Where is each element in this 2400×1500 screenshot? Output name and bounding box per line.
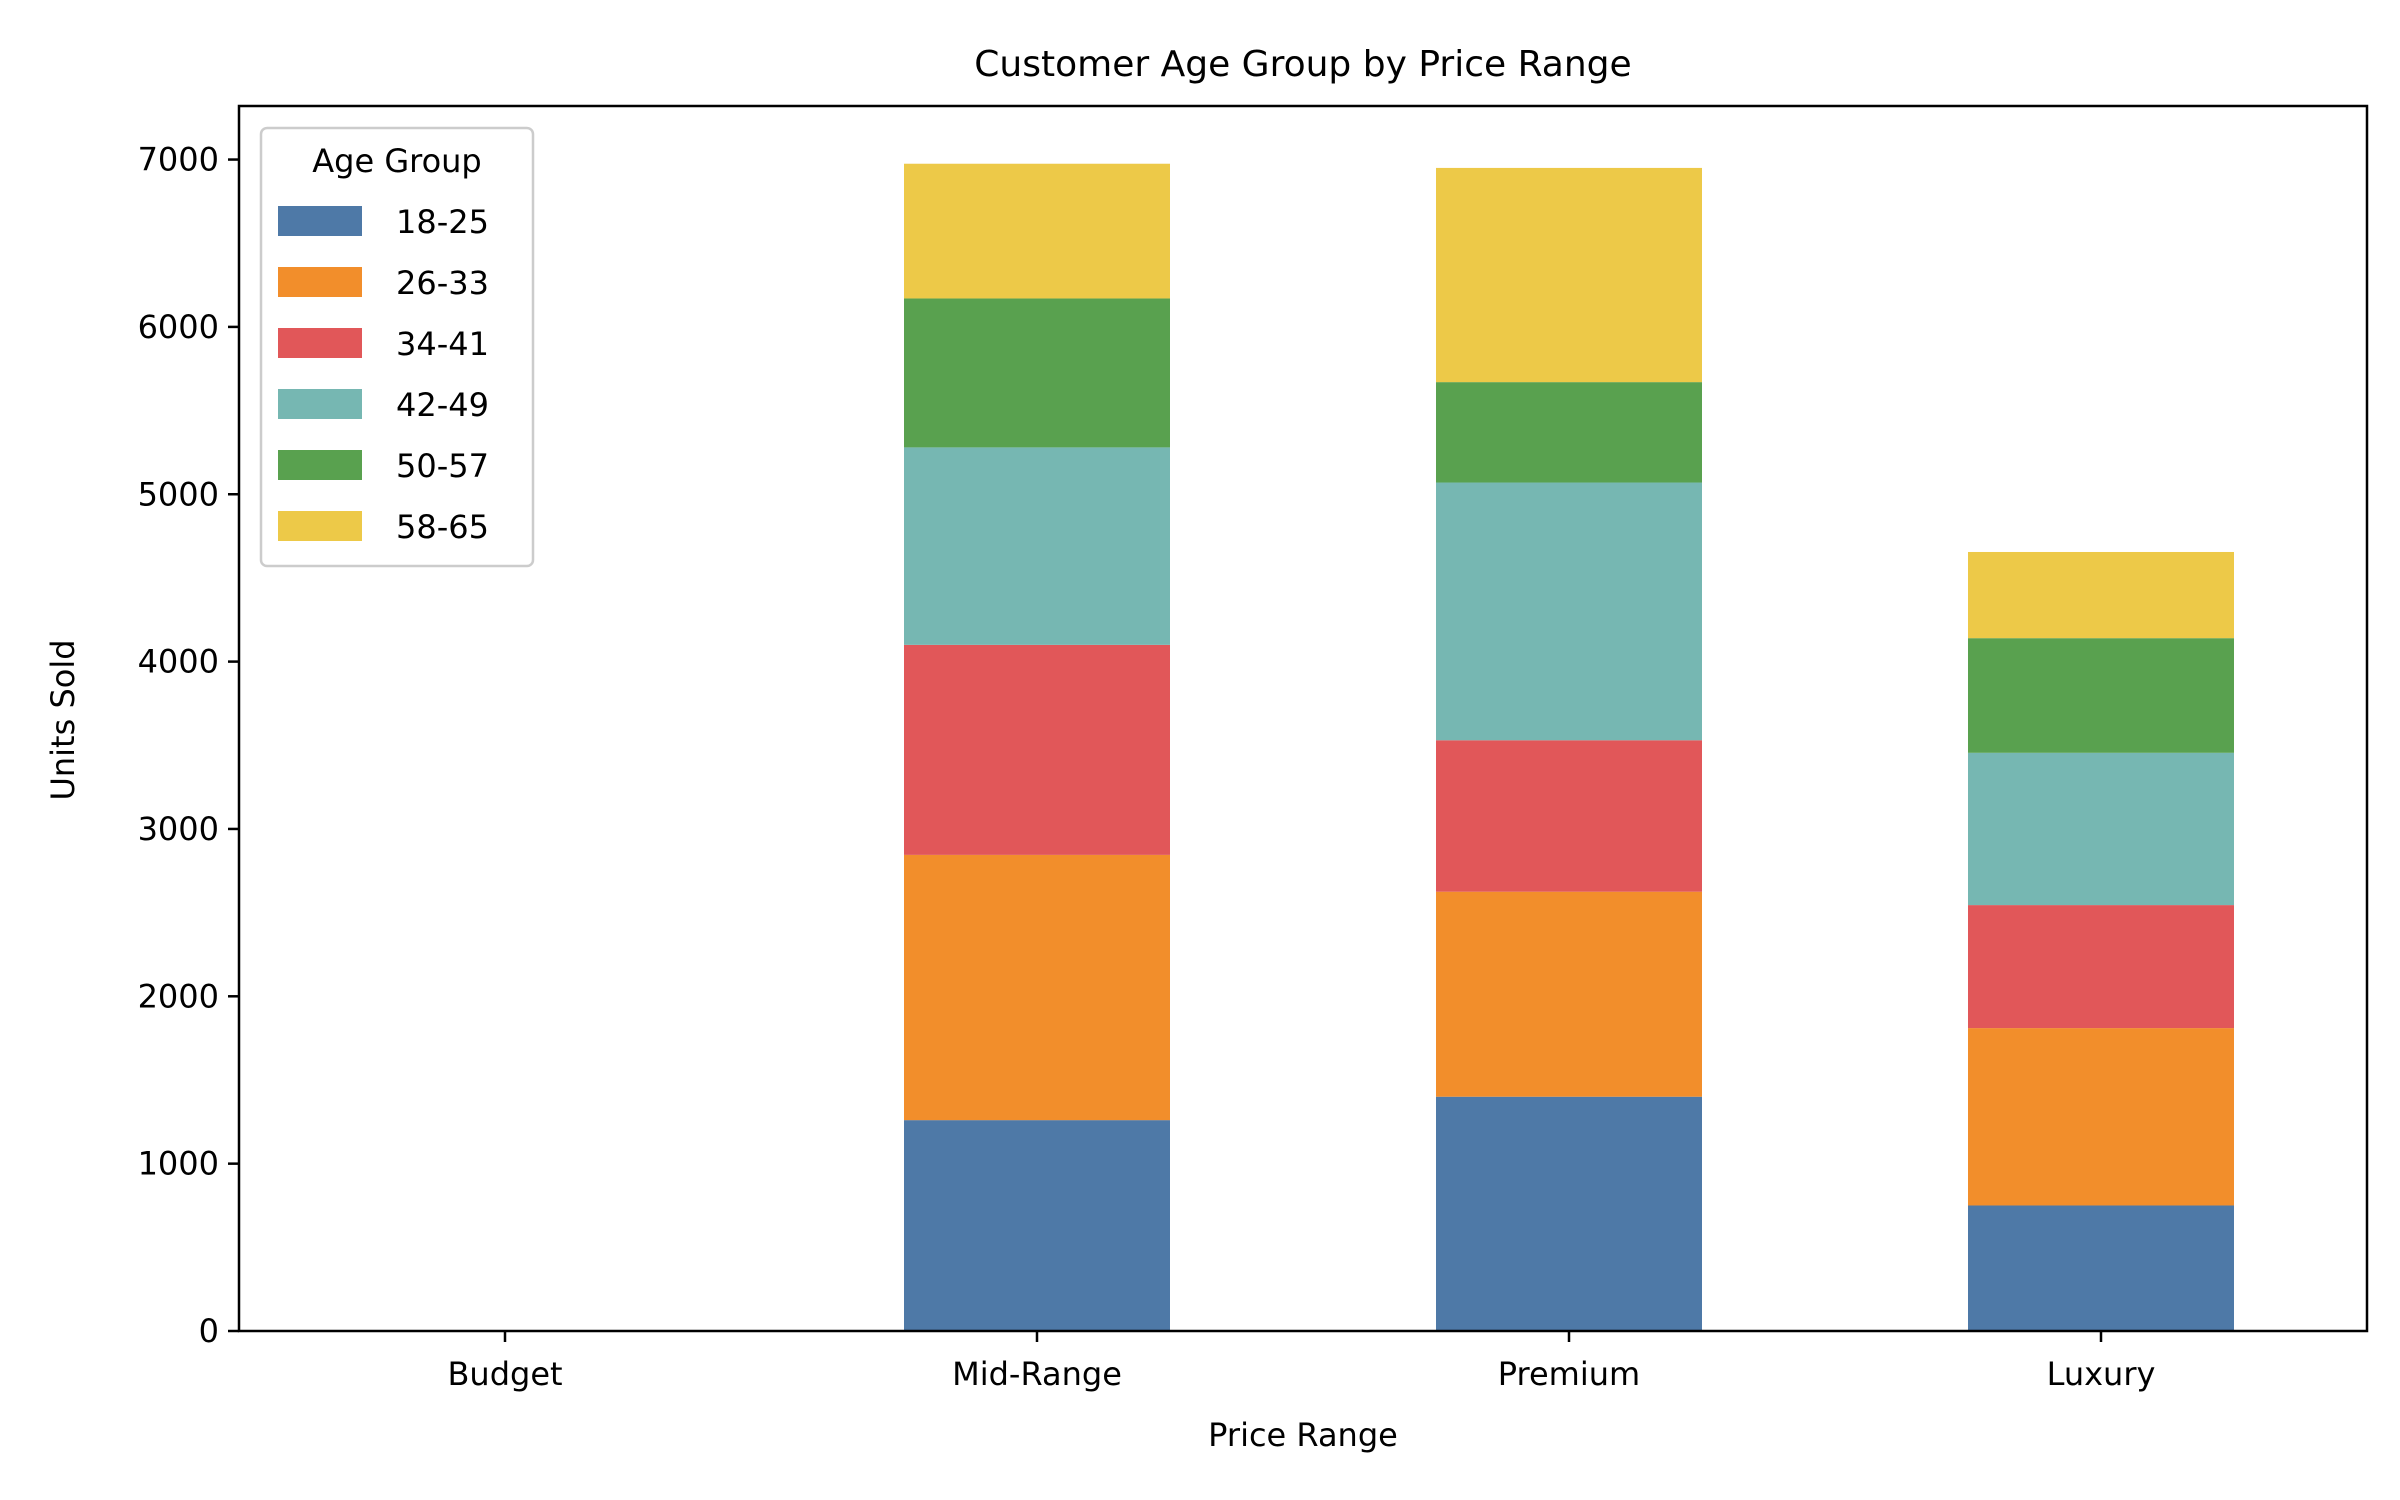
bar-segment-58-65-luxury bbox=[1968, 551, 2234, 639]
legend-label: 34-41 bbox=[396, 325, 489, 363]
legend-swatch bbox=[278, 206, 362, 236]
plot-frame bbox=[237, 104, 2369, 1333]
bar-segment-26-33-mid-range bbox=[904, 854, 1170, 1121]
x-tick-label: Mid-Range bbox=[952, 1355, 1122, 1393]
legend-swatch bbox=[278, 389, 362, 419]
x-axis: Budget Mid-Range Premium Luxury bbox=[447, 1331, 2155, 1393]
y-tick-label: 2000 bbox=[138, 977, 219, 1015]
legend: Age Group 18-25 26-33 34-41 42-49 50-57 58-65 bbox=[259, 126, 535, 568]
legend-label: 50-57 bbox=[396, 447, 489, 485]
legend-swatch bbox=[278, 267, 362, 297]
legend-swatch bbox=[278, 511, 362, 541]
bar-segment-50-57-premium bbox=[1436, 382, 1702, 483]
legend-label: 26-33 bbox=[396, 264, 489, 302]
bar-segment-18-25-premium bbox=[1436, 1096, 1702, 1331]
y-tick-label: 7000 bbox=[138, 141, 219, 179]
bar-segment-26-33-luxury bbox=[1968, 1028, 2234, 1206]
x-tick-label: Luxury bbox=[2047, 1355, 2156, 1393]
x-axis-label: Price Range bbox=[1208, 1416, 1398, 1454]
y-tick-label: 3000 bbox=[138, 810, 219, 848]
bar-segment-34-41-luxury bbox=[1968, 905, 2234, 1029]
bar-segment-18-25-luxury bbox=[1968, 1205, 2234, 1331]
bar-segment-34-41-mid-range bbox=[904, 644, 1170, 855]
bar-segment-58-65-mid-range bbox=[904, 163, 1170, 299]
bar-segment-58-65-premium bbox=[1436, 167, 1702, 383]
legend-label: 18-25 bbox=[396, 203, 489, 241]
y-axis-label: Units Sold bbox=[44, 639, 82, 800]
bar-segment-42-49-luxury bbox=[1968, 752, 2234, 906]
bar-segment-50-57-luxury bbox=[1968, 638, 2234, 753]
y-tick-label: 5000 bbox=[138, 475, 219, 513]
bar-segment-18-25-mid-range bbox=[904, 1120, 1170, 1331]
bar-segment-42-49-premium bbox=[1436, 482, 1702, 741]
legend-label: 42-49 bbox=[396, 386, 489, 424]
bar-segment-34-41-premium bbox=[1436, 740, 1702, 892]
legend-title: Age Group bbox=[312, 142, 481, 180]
legend-label: 58-65 bbox=[396, 508, 489, 546]
bar-segment-42-49-mid-range bbox=[904, 447, 1170, 645]
x-tick-label: Budget bbox=[447, 1355, 562, 1393]
y-tick-label: 1000 bbox=[138, 1145, 219, 1183]
y-tick-label: 6000 bbox=[138, 308, 219, 346]
bar-segment-50-57-mid-range bbox=[904, 298, 1170, 448]
legend-swatch bbox=[278, 328, 362, 358]
bars-layer bbox=[904, 163, 2234, 1331]
x-tick-label: Premium bbox=[1498, 1355, 1640, 1393]
bar-segment-26-33-premium bbox=[1436, 891, 1702, 1097]
chart-title: Customer Age Group by Price Range bbox=[974, 44, 1631, 85]
y-tick-label: 0 bbox=[199, 1312, 219, 1350]
y-tick-label: 4000 bbox=[138, 643, 219, 681]
y-axis: 0 1000 2000 3000 4000 5000 6000 7000 bbox=[138, 141, 239, 1350]
legend-swatch bbox=[278, 450, 362, 480]
